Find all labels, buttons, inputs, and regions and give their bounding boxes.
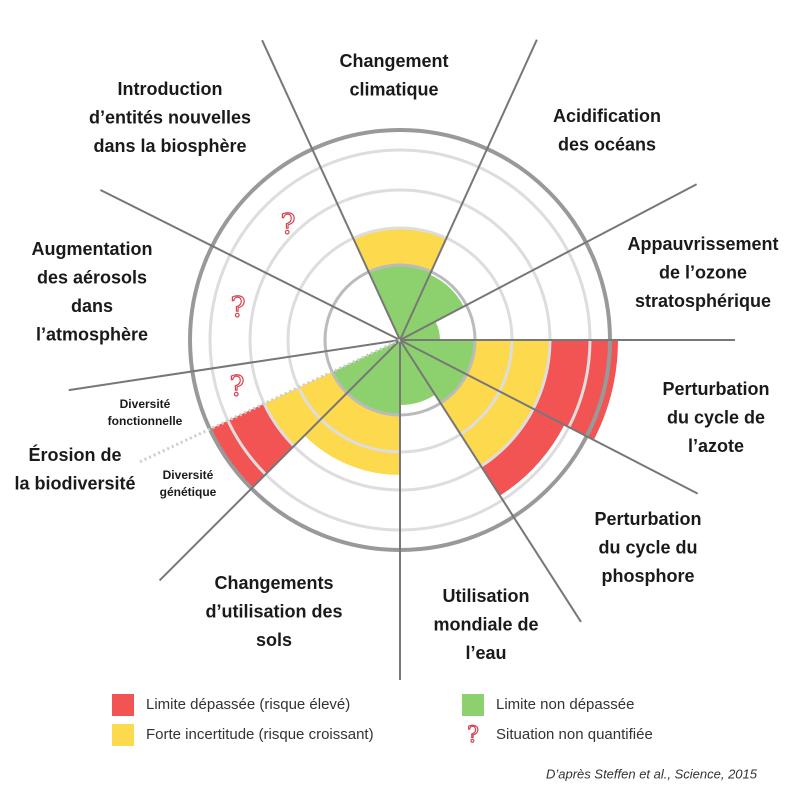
sector-line	[100, 189, 401, 341]
sector-label: Perturbation	[662, 379, 769, 399]
sector-label: Appauvrissement	[627, 234, 778, 254]
zone	[481, 408, 565, 496]
sector-line	[158, 339, 401, 582]
sector-label: dans	[71, 296, 113, 316]
zone	[304, 393, 400, 475]
legend-label: Limite non dépassée	[496, 696, 634, 713]
sector-line	[68, 339, 401, 392]
unquantified-mark: ?	[280, 208, 295, 241]
source: D’après Steffen et al., Science, 2015	[546, 766, 758, 781]
legend-label: Forte incertitude (risque croissant)	[146, 726, 374, 743]
sector-label: climatique	[349, 79, 438, 99]
legend-swatch	[112, 694, 134, 716]
legend-label: Limite dépassée (risque élevé)	[146, 696, 350, 713]
sector-line	[399, 39, 538, 341]
sector-line	[261, 39, 401, 341]
sector-label: stratosphérique	[635, 291, 771, 311]
sector-label: des océans	[558, 134, 656, 154]
legend-swatch	[462, 694, 484, 716]
sector-label: d’entités nouvelles	[89, 107, 251, 127]
sub-label: Diversité	[163, 468, 214, 482]
sector-label: mondiale de	[433, 614, 538, 634]
sector-label: Changement	[339, 51, 448, 71]
sector-label: Changements	[214, 573, 333, 593]
sector-label: de l’ozone	[659, 262, 747, 282]
zone	[368, 265, 432, 340]
sector-line	[399, 339, 582, 623]
sector-label: dans la biosphère	[93, 136, 246, 156]
zone	[400, 340, 467, 404]
sector-label: Introduction	[118, 79, 223, 99]
zone	[400, 274, 464, 340]
sector-label: Acidification	[553, 106, 661, 126]
zone	[346, 340, 400, 415]
sector-label: l’atmosphère	[36, 324, 148, 344]
sector-label: sols	[256, 630, 292, 650]
unquantified-mark: ?	[230, 291, 245, 324]
zone	[466, 340, 550, 409]
legend-symbol: ?	[467, 723, 479, 748]
zone	[264, 371, 347, 447]
legend-label: Situation non quantifiée	[496, 726, 653, 743]
sector-label: la biodiversité	[14, 473, 135, 493]
sub-label: génétique	[160, 485, 217, 499]
unquantified-mark: ?	[229, 370, 244, 403]
zone	[400, 340, 436, 405]
sector-label: Érosion de	[28, 444, 121, 465]
sector-label: Perturbation	[594, 509, 701, 529]
sector-line	[399, 183, 698, 341]
sector-label: l’eau	[465, 643, 506, 663]
sector-label: d’utilisation des	[205, 601, 342, 621]
sub-label: Diversité	[120, 397, 171, 411]
sector-label: des aérosols	[37, 267, 147, 287]
legend-swatch	[112, 724, 134, 746]
sector-label: Augmentation	[32, 239, 153, 259]
sector-label: Utilisation	[442, 586, 529, 606]
sector-label: l’azote	[688, 436, 744, 456]
sector-line	[399, 339, 699, 495]
zone	[353, 228, 447, 272]
sector-label: phosphore	[602, 566, 695, 586]
sector-label: du cycle de	[667, 407, 765, 427]
sector-label: du cycle du	[598, 537, 697, 557]
zone	[332, 340, 400, 394]
sub-label: fonctionnelle	[108, 414, 183, 428]
